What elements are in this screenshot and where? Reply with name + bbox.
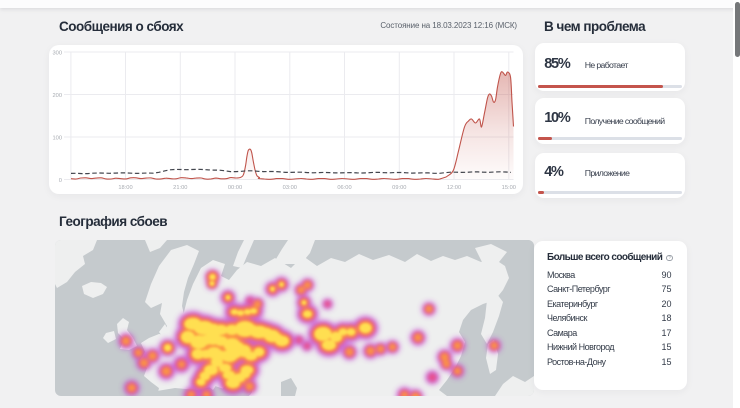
svg-text:09:00: 09:00	[392, 185, 406, 191]
svg-text:200: 200	[52, 93, 62, 99]
svg-text:12:00: 12:00	[446, 185, 460, 191]
svg-text:100: 100	[52, 135, 62, 141]
svg-text:21:00: 21:00	[173, 185, 187, 191]
svg-text:300: 300	[52, 51, 62, 57]
svg-text:06:00: 06:00	[337, 185, 351, 191]
svg-text:0: 0	[58, 178, 61, 184]
svg-text:03:00: 03:00	[282, 185, 296, 191]
svg-text:18:00: 18:00	[118, 185, 132, 191]
svg-text:00:00: 00:00	[227, 185, 241, 191]
svg-text:15:00: 15:00	[501, 185, 515, 191]
